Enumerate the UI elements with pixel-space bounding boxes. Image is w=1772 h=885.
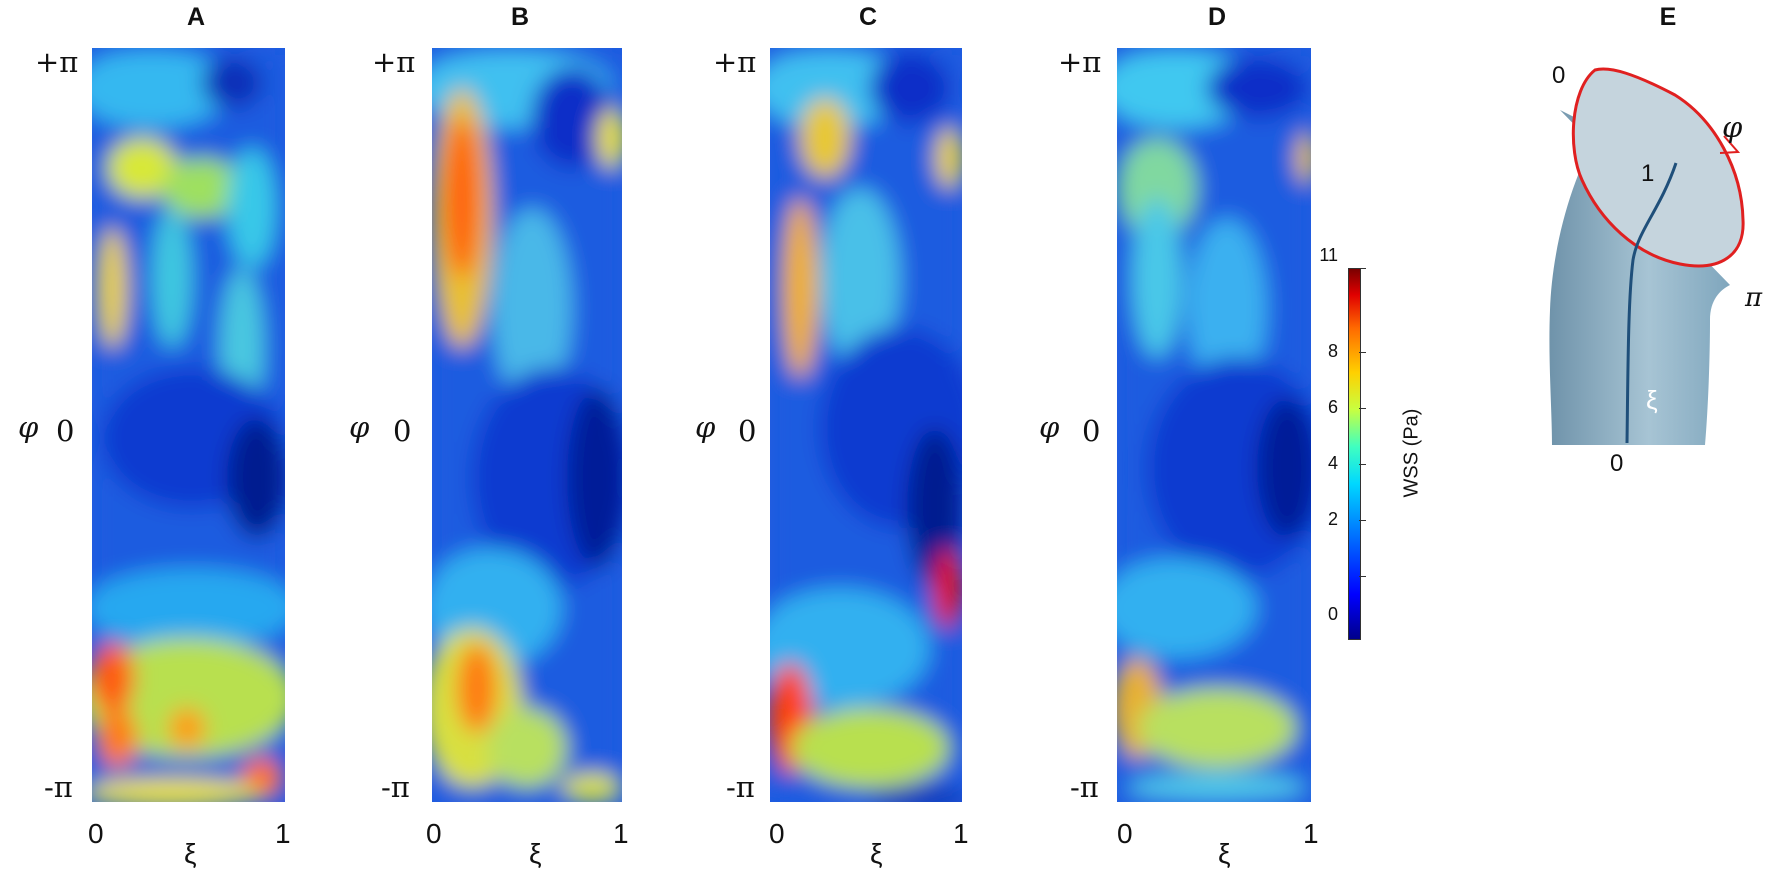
colorbar-label-6: 6 xyxy=(1327,397,1338,417)
wss-colorbar xyxy=(1348,268,1361,640)
panel-a-ytick-top: +π xyxy=(35,45,79,79)
panel-a-ytick-mid: 0 xyxy=(56,414,75,448)
colorbar-tick-6 xyxy=(1359,408,1366,409)
vessel-label-one: 1 xyxy=(1641,160,1655,187)
vessel-label-bottom-zero: 0 xyxy=(1610,450,1624,477)
panel-letter-e: E xyxy=(1659,3,1677,31)
panel-c-xlabel: ξ xyxy=(870,838,883,869)
panel-d-ytick-bottom: -π xyxy=(1070,770,1099,804)
panel-letter-b: B xyxy=(510,3,530,31)
vessel-label-xi: ξ xyxy=(1646,385,1658,415)
panel-d-ylabel: φ xyxy=(1039,410,1060,444)
panel-b-ytick-bottom: -π xyxy=(381,770,410,804)
panel-b-ytick-mid: 0 xyxy=(393,414,412,448)
panel-d-xtick-right: 1 xyxy=(1303,818,1319,849)
vessel-cap xyxy=(1571,67,1745,268)
panel-c-ytick-bottom: -π xyxy=(726,770,755,804)
panel-d-ytick-mid: 0 xyxy=(1082,414,1101,448)
panel-c-ytick-mid: 0 xyxy=(738,414,757,448)
vessel-label-top-zero: 0 xyxy=(1552,62,1566,89)
panel-letter-c: C xyxy=(858,3,878,31)
colorbar-label-2: 2 xyxy=(1327,509,1338,529)
vessel-diagram xyxy=(1549,67,1745,445)
panel-d-xtick-left: 0 xyxy=(1117,818,1133,849)
colorbar-label-11: 11 xyxy=(1319,245,1338,265)
panel-a-xtick-right: 1 xyxy=(275,818,291,849)
panel-d-ytick-top: +π xyxy=(1058,45,1102,79)
panel-b-xlabel: ξ xyxy=(529,838,542,869)
panel-letter-d: D xyxy=(1207,3,1227,31)
panel-c-xtick-left: 0 xyxy=(769,818,785,849)
vessel-centerline xyxy=(1625,162,1678,444)
colorbar-tick-0 xyxy=(1359,576,1366,577)
colorbar-tick-2 xyxy=(1359,520,1366,521)
panel-b-ylabel: φ xyxy=(349,410,370,444)
panel-letter-a: A xyxy=(186,3,206,31)
vessel-label-pi: π xyxy=(1745,283,1763,313)
heatmap-a xyxy=(92,48,285,802)
colorbar-label-4: 4 xyxy=(1327,453,1338,473)
panel-c-ytick-top: +π xyxy=(713,45,757,79)
panel-d-xlabel: ξ xyxy=(1218,838,1231,869)
panel-c-xtick-right: 1 xyxy=(953,818,969,849)
panel-b-xtick-left: 0 xyxy=(426,818,442,849)
colorbar-title: WSS (Pa) xyxy=(1400,408,1423,498)
panel-b-xtick-right: 1 xyxy=(613,818,629,849)
panel-c-ylabel: φ xyxy=(695,410,716,444)
colorbar-tick-4 xyxy=(1359,464,1366,465)
heatmap-b xyxy=(432,48,622,802)
panel-b-ytick-top: +π xyxy=(372,45,416,79)
colorbar-tick-8 xyxy=(1359,352,1366,353)
heatmap-d xyxy=(1117,48,1311,802)
panel-a-ylabel: φ xyxy=(18,410,39,444)
vessel-label-phi: φ xyxy=(1722,110,1743,144)
colorbar-label-8: 8 xyxy=(1327,341,1338,361)
phi-arrow-icon xyxy=(1719,135,1741,154)
panel-a-ytick-bottom: -π xyxy=(44,770,73,804)
panel-a-xtick-left: 0 xyxy=(88,818,104,849)
colorbar-tick-11 xyxy=(1359,268,1366,269)
panel-a-xlabel: ξ xyxy=(184,838,197,869)
colorbar-label-0: 0 xyxy=(1327,604,1338,624)
heatmap-c xyxy=(770,48,962,802)
